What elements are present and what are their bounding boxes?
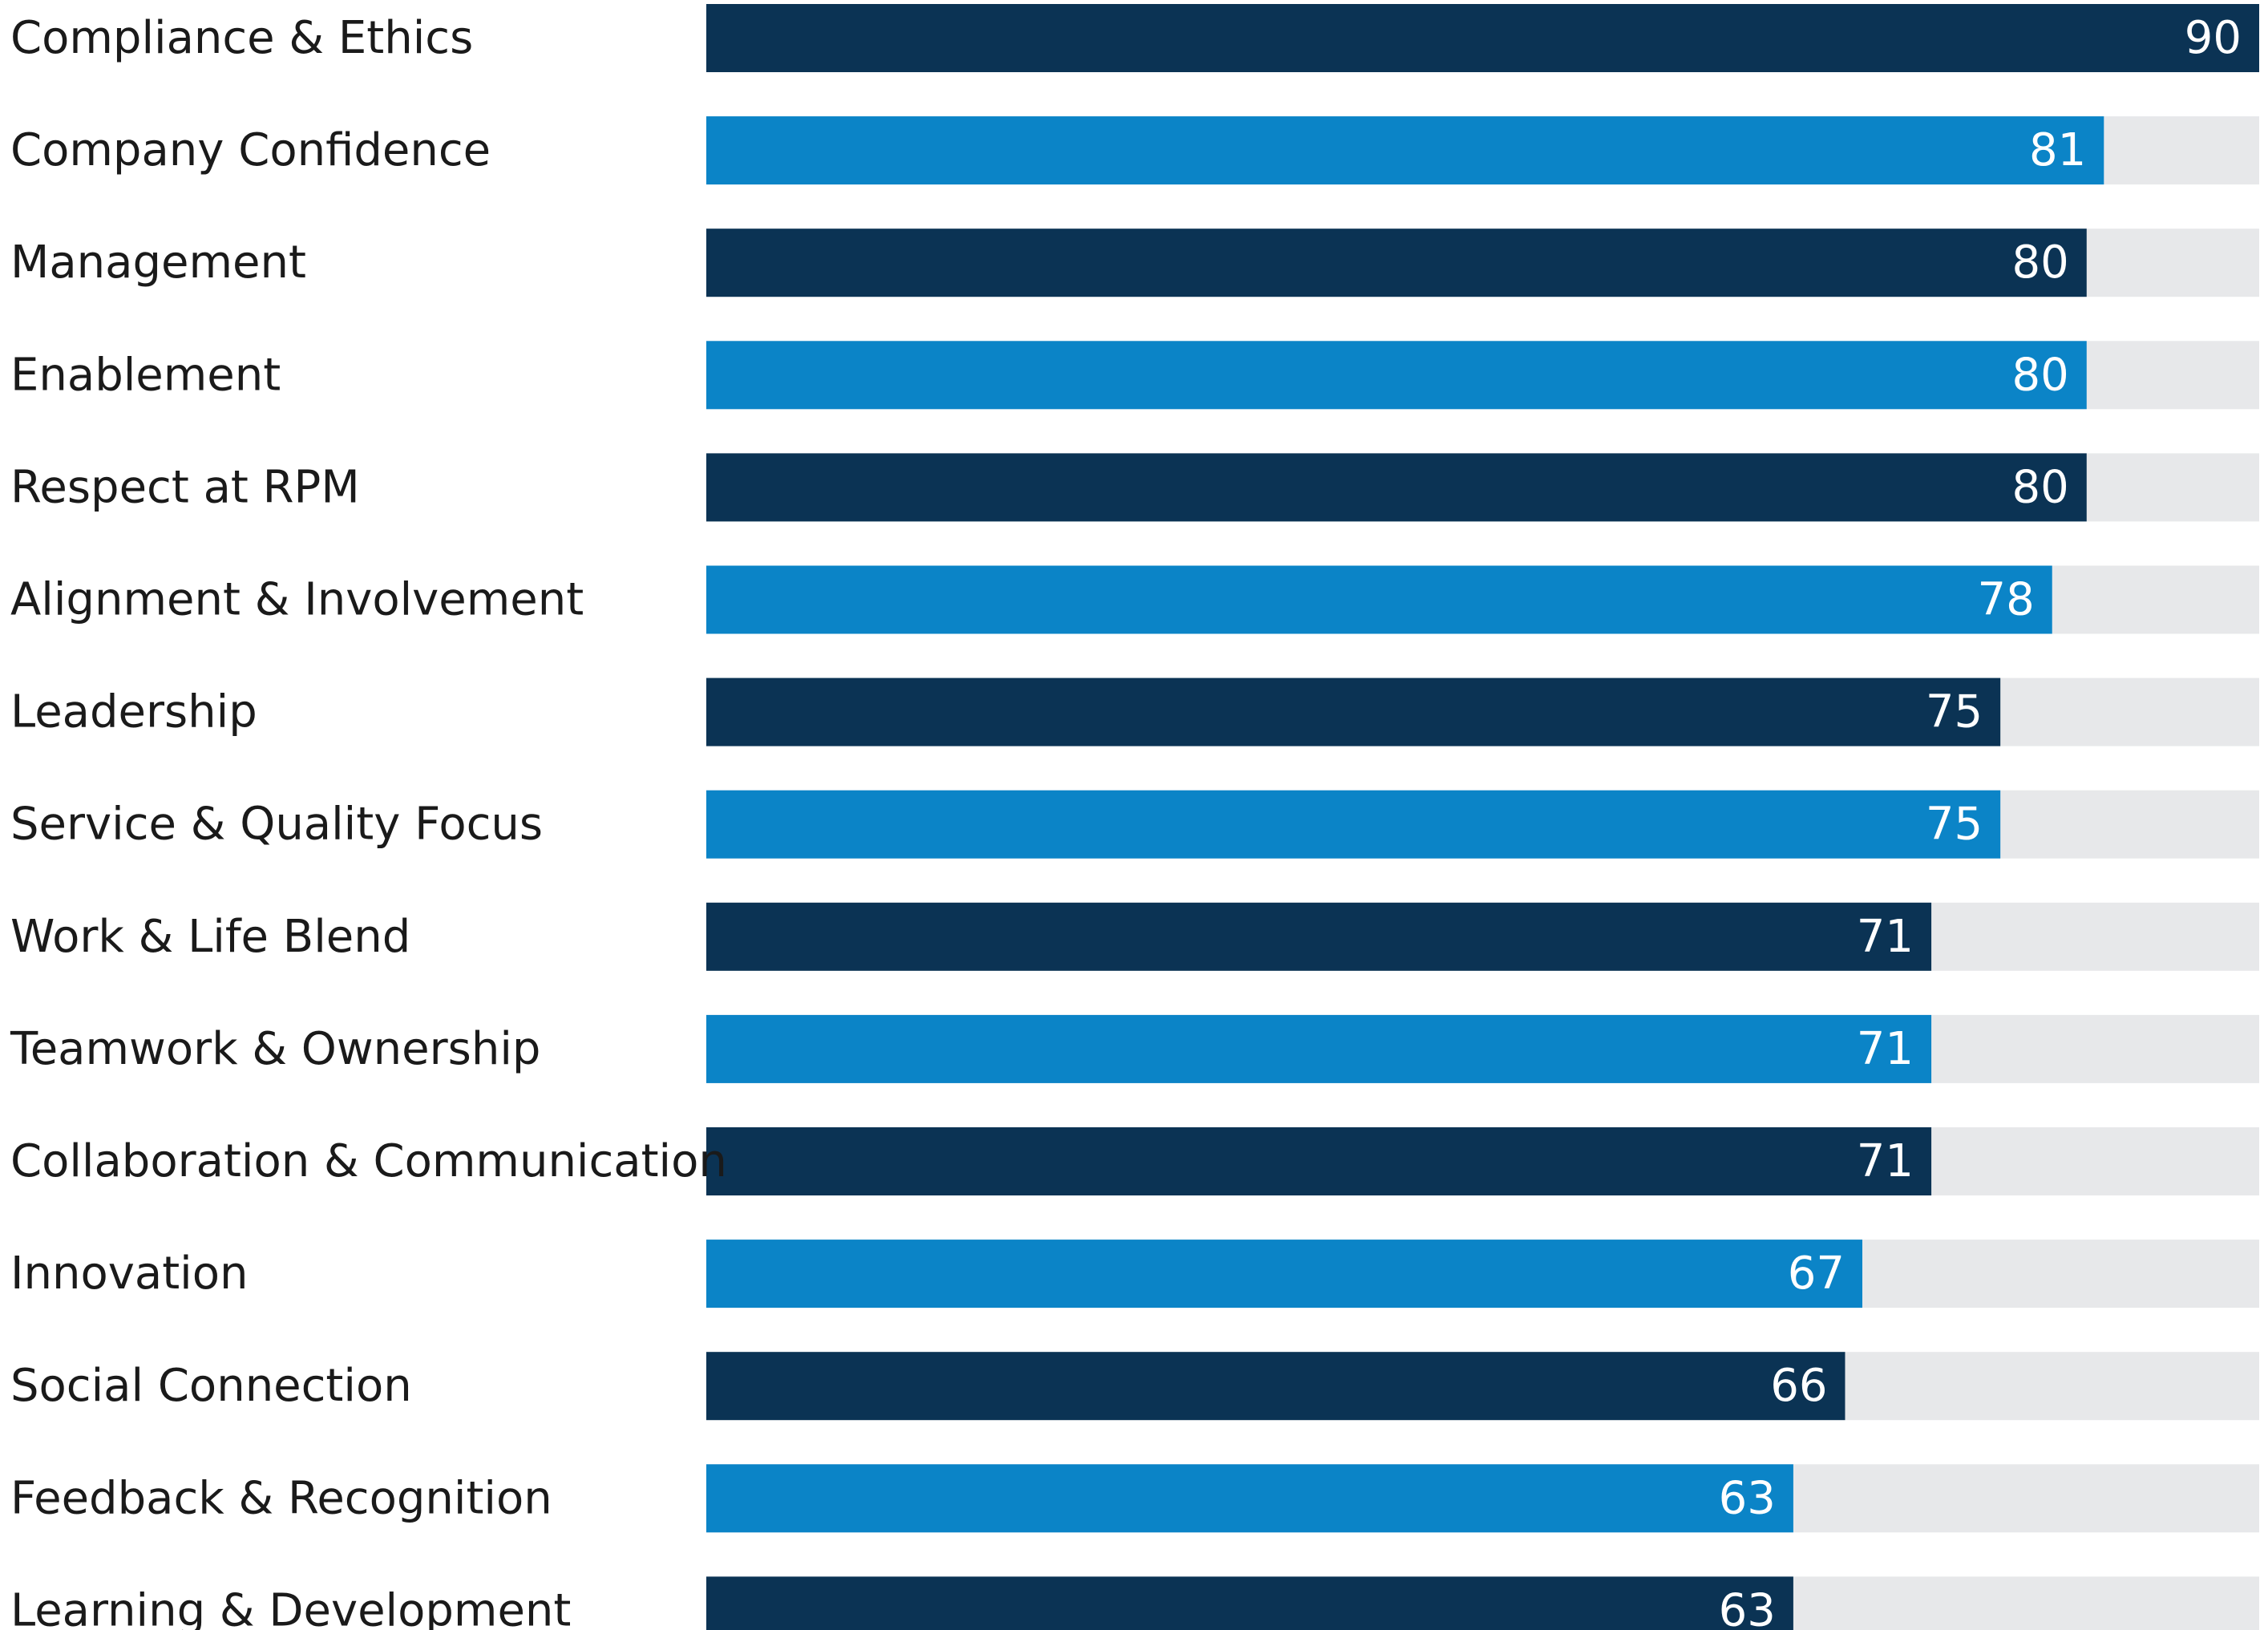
category-labels: Compliance & Ethics Company Confidence Man… [10, 12, 727, 1630]
category-label-learning-and-development: Learning & Development [10, 1584, 571, 1630]
category-label-company-confidence: Company Confidence [10, 124, 491, 176]
category-label-service-and-quality-focus: Service & Quality Focus [10, 799, 543, 851]
bar-alignment-and-involvement [706, 565, 2052, 634]
bar-collaboration-and-communication [706, 1127, 1932, 1195]
bar-feedback-and-recognition [706, 1464, 1793, 1533]
bar-leadership [706, 677, 2001, 746]
bar-management [706, 229, 2087, 297]
category-label-respect-at-rpm: Respect at RPM [10, 461, 360, 513]
value-label-company-confidence: 81 [2029, 124, 2086, 176]
bar-learning-and-development [706, 1576, 1793, 1630]
value-label-compliance-and-ethics: 90 [2185, 12, 2242, 64]
category-label-enablement: Enablement [10, 349, 281, 401]
bar-service-and-quality-focus [706, 790, 2001, 859]
bar-teamwork-and-ownership [706, 1014, 1932, 1083]
bar-work-and-life-blend [706, 902, 1932, 971]
category-label-alignment-and-involvement: Alignment & Involvement [10, 574, 584, 626]
category-label-feedback-and-recognition: Feedback & Recognition [10, 1472, 552, 1524]
bars [706, 4, 2259, 1630]
value-label-teamwork-and-ownership: 71 [1857, 1023, 1914, 1075]
value-label-alignment-and-involvement: 78 [1977, 574, 2034, 626]
value-label-feedback-and-recognition: 63 [1719, 1472, 1776, 1524]
value-label-enablement: 80 [2012, 349, 2069, 401]
value-label-service-and-quality-focus: 75 [1926, 799, 1983, 851]
category-label-collaboration-and-communication: Collaboration & Communication [10, 1135, 727, 1187]
bar-respect-at-rpm [706, 453, 2087, 522]
bar-innovation [706, 1240, 1862, 1308]
value-label-management: 80 [2012, 237, 2069, 289]
category-label-innovation: Innovation [10, 1248, 249, 1300]
value-label-leadership: 75 [1926, 686, 1983, 738]
category-label-leadership: Leadership [10, 686, 257, 738]
category-label-social-connection: Social Connection [10, 1360, 412, 1412]
value-label-respect-at-rpm: 80 [2012, 461, 2069, 513]
bar-social-connection [706, 1352, 1846, 1421]
category-label-teamwork-and-ownership: Teamwork & Ownership [10, 1023, 540, 1075]
value-label-work-and-life-blend: 71 [1857, 911, 1914, 963]
bar-enablement [706, 341, 2087, 410]
category-label-management: Management [10, 237, 306, 289]
category-label-work-and-life-blend: Work & Life Blend [10, 911, 410, 963]
category-label-compliance-and-ethics: Compliance & Ethics [10, 12, 473, 64]
value-labels: 90 81 80 80 80 78 75 75 71 71 71 67 66 63 63 [1719, 12, 2242, 1630]
value-label-social-connection: 66 [1770, 1360, 1827, 1412]
bar-compliance-and-ethics [706, 4, 2259, 72]
value-label-collaboration-and-communication: 71 [1857, 1135, 1914, 1187]
value-label-innovation: 67 [1788, 1248, 1845, 1300]
value-label-learning-and-development: 63 [1719, 1584, 1776, 1630]
bar-company-confidence [706, 116, 2104, 185]
